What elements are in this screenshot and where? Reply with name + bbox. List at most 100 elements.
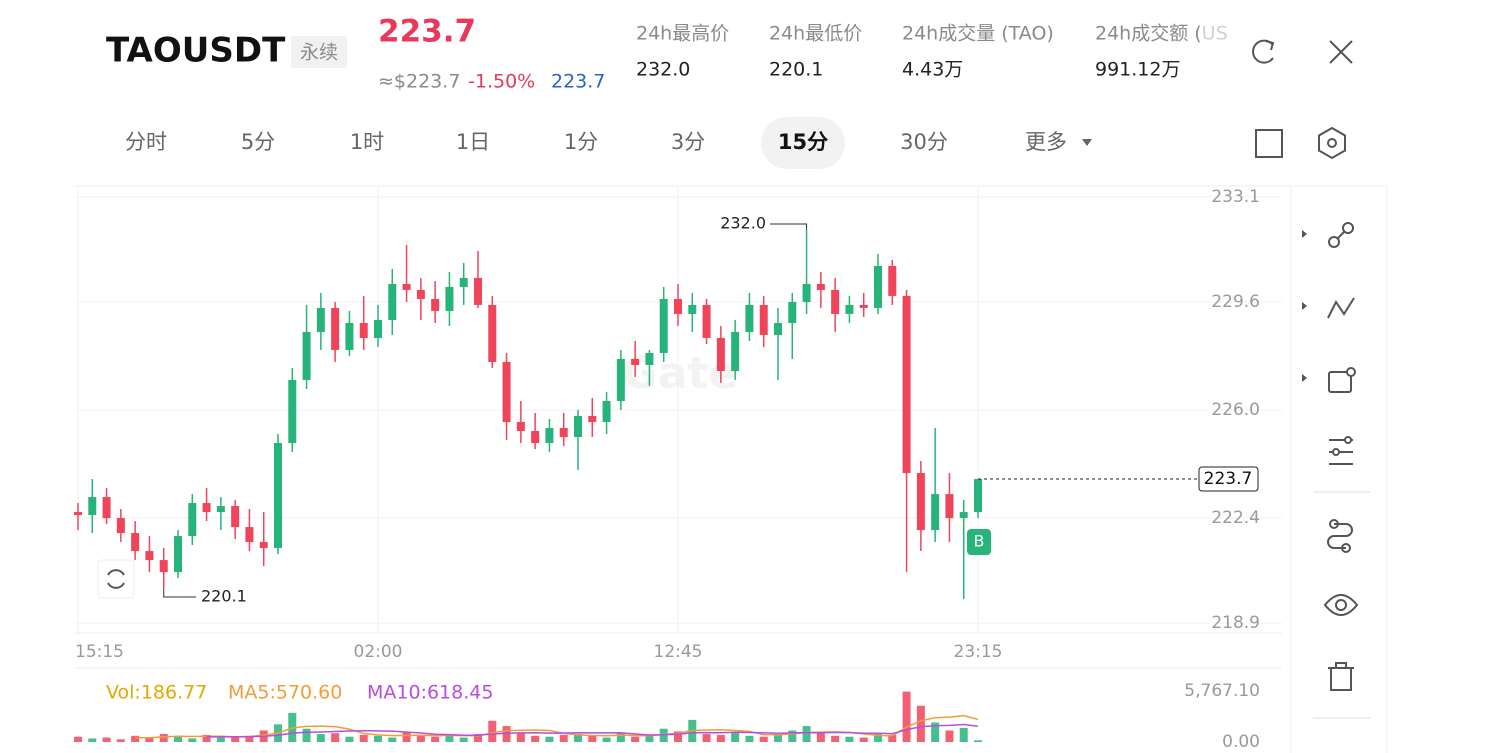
candle-body xyxy=(731,331,740,371)
volume-bar xyxy=(631,736,640,742)
candle-body xyxy=(174,536,182,573)
volume-bar xyxy=(674,731,682,742)
stat-label: 24h最低价 xyxy=(769,23,862,45)
fullscreen-icon[interactable] xyxy=(1255,129,1283,158)
volume-bar xyxy=(902,691,911,742)
volume-bar xyxy=(916,705,925,742)
candle-body xyxy=(159,560,168,573)
settings-icon[interactable] xyxy=(1318,126,1346,160)
y-tick-label: 218.9 xyxy=(1211,613,1260,633)
interval-tab[interactable]: 1分 xyxy=(564,130,598,154)
candle-body xyxy=(959,512,968,519)
legend-entry: MA10:618.45 xyxy=(367,682,493,704)
volume-bar xyxy=(174,736,182,742)
interval-tab[interactable]: 5分 xyxy=(241,130,275,154)
candle-body xyxy=(445,286,454,311)
volume-bar xyxy=(516,733,525,742)
drawing-toolbar xyxy=(1302,222,1370,719)
dropdown-caret xyxy=(1082,139,1092,146)
candle-body xyxy=(88,497,97,516)
stat-value: 4.43万 xyxy=(902,59,963,81)
candle-body xyxy=(502,361,511,423)
volume-bar xyxy=(945,730,954,742)
candle-body xyxy=(316,307,325,332)
mark-price: 223.7 xyxy=(551,71,605,93)
candle-body xyxy=(802,283,811,302)
last-price: 223.7 xyxy=(378,14,476,50)
interval-tab[interactable]: 1日 xyxy=(456,130,490,154)
interval-tab[interactable]: 分时 xyxy=(125,130,167,154)
candle-body xyxy=(559,428,568,438)
volume-bar xyxy=(331,733,340,742)
legend-entry: MA5:570.60 xyxy=(228,682,342,704)
candle-body xyxy=(645,352,654,365)
volume-bar xyxy=(359,734,368,742)
volume-bar xyxy=(588,735,597,742)
x-tick-label: 23:15 xyxy=(954,642,1003,662)
candle-body xyxy=(131,533,140,552)
legend-entry: Vol:186.77 xyxy=(106,682,207,704)
candle-body xyxy=(931,494,940,531)
candle-body xyxy=(874,265,882,308)
volume-bar xyxy=(731,732,740,742)
interval-tab[interactable]: 更多 xyxy=(1025,130,1067,154)
volume-bar xyxy=(416,735,425,742)
settings-icon-dot xyxy=(1327,138,1337,148)
candle-body xyxy=(759,304,768,335)
candle-body xyxy=(816,283,825,290)
candle-body xyxy=(145,551,154,561)
candle-body xyxy=(674,298,682,314)
volume-bar xyxy=(774,734,782,742)
contract-badge xyxy=(291,36,347,68)
volume-bar xyxy=(702,734,711,742)
candle-body xyxy=(516,422,525,432)
volume-bar xyxy=(559,734,568,742)
interval-tab[interactable]: 15分 xyxy=(778,130,828,154)
volume-bar xyxy=(116,739,125,742)
candle-body xyxy=(302,331,311,380)
volume-bar xyxy=(574,734,582,742)
volume-bar xyxy=(302,728,311,742)
volume-bar xyxy=(245,735,254,742)
candle-body xyxy=(631,358,640,365)
volume-bar xyxy=(888,734,897,742)
volume-bar xyxy=(474,734,482,742)
volume-bar xyxy=(74,736,82,742)
candle-body xyxy=(188,503,197,537)
close-icon[interactable] xyxy=(1329,40,1353,64)
volume-bar xyxy=(545,736,554,742)
stat-value: 232.0 xyxy=(636,59,690,81)
stat-label: 24h成交额 (US xyxy=(1095,23,1228,45)
candle-body xyxy=(745,304,754,332)
candle-body xyxy=(902,295,911,474)
interval-tab[interactable]: 3分 xyxy=(671,130,705,154)
volume-bar xyxy=(88,738,97,742)
volume-bar xyxy=(874,734,882,742)
volume-bar xyxy=(745,735,754,742)
candle-body xyxy=(888,265,897,296)
candle-body xyxy=(374,319,382,338)
volume-bar xyxy=(531,735,540,742)
symbol: TAOUSDT xyxy=(106,31,286,71)
candle-body xyxy=(245,527,254,543)
candle-body xyxy=(488,304,497,362)
last-price-box xyxy=(1198,466,1259,492)
volume-bar xyxy=(616,733,625,742)
refresh-icon[interactable] xyxy=(1252,39,1275,64)
volume-bar xyxy=(959,727,968,742)
volume-bar xyxy=(159,734,168,742)
volume-bar xyxy=(402,732,411,742)
high-label: 232.0 xyxy=(720,214,766,233)
interval-tab[interactable]: 30分 xyxy=(900,130,948,154)
low-leader xyxy=(163,587,196,598)
candle-body xyxy=(231,506,240,528)
tab-selected-bg xyxy=(761,117,845,169)
interval-tab[interactable]: 1时 xyxy=(350,130,384,154)
candle-body xyxy=(602,400,611,423)
volume-bar xyxy=(316,734,325,742)
logo-icon xyxy=(97,559,135,599)
volume-bar xyxy=(802,726,811,742)
stat-value: 991.12万 xyxy=(1095,59,1180,81)
